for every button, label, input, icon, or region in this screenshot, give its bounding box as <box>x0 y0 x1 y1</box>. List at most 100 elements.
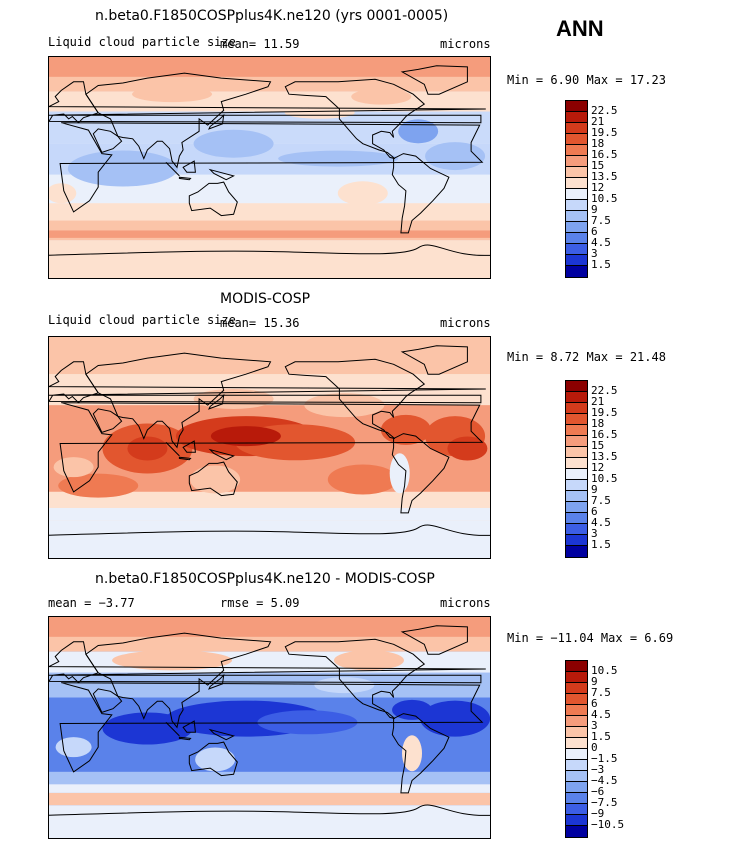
colorbar-swatch <box>566 760 587 771</box>
colorbar-swatch <box>566 255 587 266</box>
colorbar-level-label: −10.5 <box>591 818 625 831</box>
colorbar-swatch <box>566 145 587 156</box>
colorbar-swatch <box>566 826 587 837</box>
panel-2-mean-label: mean= 15.36 <box>220 316 300 330</box>
colorbar-level-label: −3 <box>591 763 605 776</box>
colorbar-level-label: −7.5 <box>591 796 618 809</box>
colorbar-swatch <box>566 156 587 167</box>
colorbar-swatch <box>566 233 587 244</box>
colorbar-swatch <box>566 749 587 760</box>
panel-3-title: n.beta0.F1850COSPplus4K.ne120 - MODIS-CO… <box>95 571 435 587</box>
colorbar-swatch <box>566 425 587 436</box>
panel-1-title: n.beta0.F1850COSPplus4K.ne120 (yrs 0001-… <box>95 8 449 24</box>
contour-field <box>49 617 490 838</box>
colorbar-level-label: 1.5 <box>591 730 611 743</box>
colorbar-level-label: 10.5 <box>591 664 618 677</box>
colorbar-level-label: 4.5 <box>591 708 611 721</box>
colorbar-swatch <box>566 491 587 502</box>
colorbar-level-label: 1.5 <box>591 538 611 551</box>
colorbar-level-label: −1.5 <box>591 752 618 765</box>
panel-2-variable-label: Liquid cloud particle size <box>48 313 236 327</box>
colorbar-level-label: 6 <box>591 505 598 518</box>
colorbar-level-label: 9 <box>591 483 598 496</box>
panel-2-units: microns <box>440 316 491 330</box>
colorbar-swatch <box>566 436 587 447</box>
panel-3-map <box>48 616 491 839</box>
panel-3-rmse-label: rmse = 5.09 <box>220 596 300 610</box>
colorbar-swatch <box>566 469 587 480</box>
colorbar-level-label: −4.5 <box>591 774 618 787</box>
colorbar-swatch <box>566 535 587 546</box>
colorbar-level-label: 6 <box>591 697 598 710</box>
colorbar-swatch <box>566 771 587 782</box>
colorbar-level-label: 18 <box>591 417 605 430</box>
colorbar-swatch <box>566 134 587 145</box>
colorbar-level-label: 4.5 <box>591 516 611 529</box>
colorbar-swatch <box>566 392 587 403</box>
colorbar-level-label: 3 <box>591 719 598 732</box>
colorbar-level-label: 16.5 <box>591 428 618 441</box>
colorbar-swatch <box>566 123 587 134</box>
colorbar-swatch <box>566 178 587 189</box>
panel-3-colorbar <box>565 660 588 838</box>
colorbar-swatch <box>566 502 587 513</box>
colorbar-level-label: 18 <box>591 137 605 150</box>
colorbar-level-label: −9 <box>591 807 605 820</box>
colorbar-level-label: 9 <box>591 203 598 216</box>
colorbar-level-label: 4.5 <box>591 236 611 249</box>
panel-1-map <box>48 56 491 279</box>
colorbar-swatch <box>566 727 587 738</box>
colorbar-swatch <box>566 403 587 414</box>
colorbar-level-label: 16.5 <box>591 148 618 161</box>
contour-field <box>49 337 490 558</box>
colorbar-level-label: 19.5 <box>591 406 618 419</box>
panel-1-colorbar <box>565 100 588 278</box>
colorbar-swatch <box>566 815 587 826</box>
contour-field <box>49 57 490 278</box>
colorbar-level-label: 15 <box>591 439 605 452</box>
colorbar-level-label: 19.5 <box>591 126 618 139</box>
colorbar-level-label: 7.5 <box>591 214 611 227</box>
colorbar-swatch <box>566 524 587 535</box>
colorbar-level-label: 1.5 <box>591 258 611 271</box>
colorbar-swatch <box>566 683 587 694</box>
colorbar-level-label: 7.5 <box>591 686 611 699</box>
colorbar-level-label: 3 <box>591 247 598 260</box>
panel-3-mean-label: mean = −3.77 <box>48 596 135 610</box>
colorbar-swatch <box>566 705 587 716</box>
colorbar-swatch <box>566 694 587 705</box>
colorbar-swatch <box>566 672 587 683</box>
colorbar-swatch <box>566 167 587 178</box>
panel-1-variable-label: Liquid cloud particle size <box>48 35 236 49</box>
colorbar-swatch <box>566 782 587 793</box>
colorbar-level-label: 22.5 <box>591 104 618 117</box>
panel-2-colorbar <box>565 380 588 558</box>
colorbar-level-label: 7.5 <box>591 494 611 507</box>
colorbar-level-label: 13.5 <box>591 170 618 183</box>
panel-2-title: MODIS-COSP <box>220 291 311 307</box>
panel-1-units: microns <box>440 37 491 51</box>
colorbar-level-label: 12 <box>591 461 605 474</box>
colorbar-level-label: 15 <box>591 159 605 172</box>
colorbar-swatch <box>566 381 587 392</box>
colorbar-level-label: 9 <box>591 675 598 688</box>
colorbar-swatch <box>566 211 587 222</box>
panel-2-map <box>48 336 491 559</box>
colorbar-swatch <box>566 458 587 469</box>
colorbar-swatch <box>566 222 587 233</box>
colorbar-swatch <box>566 112 587 123</box>
colorbar-level-label: 12 <box>591 181 605 194</box>
panel-1-mean-label: mean= 11.59 <box>220 37 300 51</box>
colorbar-level-label: 6 <box>591 225 598 238</box>
colorbar-swatch <box>566 480 587 491</box>
colorbar-level-label: 21 <box>591 395 605 408</box>
panel-3-minmax: Min = −11.04 Max = 6.69 <box>507 631 674 645</box>
colorbar-level-label: 0 <box>591 741 598 754</box>
colorbar-swatch <box>566 266 587 277</box>
colorbar-swatch <box>566 661 587 672</box>
colorbar-swatch <box>566 546 587 557</box>
colorbar-swatch <box>566 414 587 425</box>
colorbar-swatch <box>566 793 587 804</box>
colorbar-level-label: 22.5 <box>591 384 618 397</box>
colorbar-swatch <box>566 101 587 112</box>
